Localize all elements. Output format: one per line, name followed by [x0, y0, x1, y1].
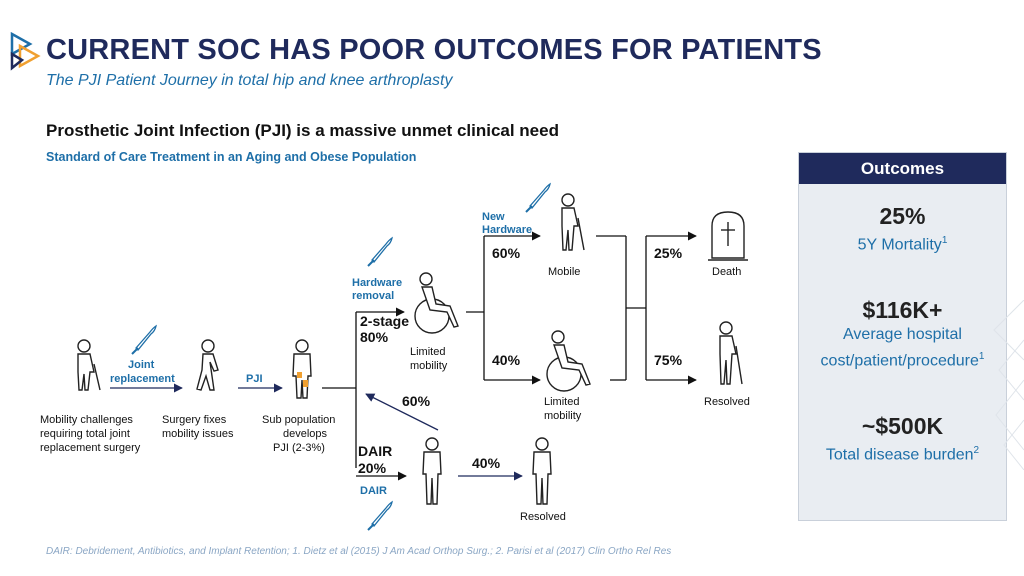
- tombstone-icon: [708, 211, 748, 261]
- outcome-mortality: 25% 5Y Mortality1: [799, 203, 1006, 256]
- walking-person-icon: [196, 339, 219, 391]
- footnote: DAIR: Debridement, Antibiotics, and Impl…: [46, 546, 672, 557]
- outcome-value: $116K+: [862, 297, 943, 323]
- scalpel-icon: [367, 501, 393, 531]
- section-subheadline: Standard of Care Treatment in an Aging a…: [46, 150, 417, 164]
- outcome-label: Total disease burden2: [825, 445, 980, 464]
- death-caption: Death: [712, 266, 741, 278]
- step-pji: PJI: [246, 373, 263, 385]
- outcome-label: cost/patient/procedure1: [820, 351, 985, 370]
- resolved-caption-1: Resolved: [704, 396, 750, 408]
- dair-label: DAIR: [360, 485, 387, 497]
- page-title: CURRENT SOC HAS POOR OUTCOMES FOR PATIEN…: [46, 34, 822, 66]
- elderly-cane-icon: [561, 193, 585, 251]
- decorative-pattern: [993, 300, 1024, 470]
- wheelchair-icon: [546, 330, 591, 392]
- standing-person-icon: [422, 437, 442, 505]
- dair-branch-label: DAIR 20%: [358, 443, 396, 476]
- outcomes-header: Outcomes: [799, 153, 1006, 184]
- standing-person-icon: [532, 437, 552, 505]
- outcome-burden: ~$500K Total disease burden2: [799, 413, 1006, 466]
- section-headline: Prosthetic Joint Infection (PJI) is a ma…: [46, 121, 559, 140]
- outcome-label: Average hospital: [843, 326, 962, 343]
- elderly-cane-icon: [77, 339, 101, 391]
- outcome-cost: $116K+ Average hospital cost/patient/pro…: [799, 297, 1006, 372]
- standing-person-icon: [292, 339, 312, 399]
- outcome-value: 25%: [879, 203, 926, 229]
- resolved-caption-2: Resolved: [520, 511, 566, 523]
- logo-icon: [10, 32, 41, 71]
- step-joint-replacement: Joint replacement: [110, 359, 175, 385]
- page-subtitle: The PJI Patient Journey in total hip and…: [46, 72, 453, 89]
- scalpel-icon: [131, 325, 157, 355]
- new-hardware-label: New Hardware: [482, 211, 532, 236]
- limited-percent: 40%: [492, 352, 521, 368]
- outcomes-panel: Outcomes 25% 5Y Mortality1 $116K+ Averag…: [798, 152, 1007, 521]
- mobile-caption: Mobile: [548, 266, 580, 278]
- stage3-caption: Sub population develops PJI (2-3%): [262, 414, 338, 454]
- elderly-cane-icon: [719, 321, 743, 385]
- death-percent: 25%: [654, 245, 683, 261]
- wheelchair-icon: [414, 272, 459, 334]
- resolved-percent: 75%: [654, 352, 683, 368]
- mobile-percent: 60%: [492, 245, 521, 261]
- limited-mobility-caption-1: Limited mobility: [410, 346, 449, 372]
- limited-mobility-caption-2: Limited mobility: [544, 396, 583, 422]
- stage2-caption: Surgery fixes mobility issues: [162, 414, 234, 440]
- scalpel-icon: [525, 183, 551, 213]
- two-stage-label: 2-stage 80%: [360, 313, 413, 345]
- outcome-label: 5Y Mortality1: [857, 235, 948, 254]
- scalpel-icon: [367, 237, 393, 267]
- dair-resolved-percent: 40%: [472, 455, 501, 471]
- stage1-caption: Mobility challenges requiring total join…: [40, 414, 141, 454]
- hardware-removal-label: Hardware removal: [352, 277, 405, 302]
- outcome-value: ~$500K: [861, 413, 944, 439]
- dair-return-percent: 60%: [402, 393, 431, 409]
